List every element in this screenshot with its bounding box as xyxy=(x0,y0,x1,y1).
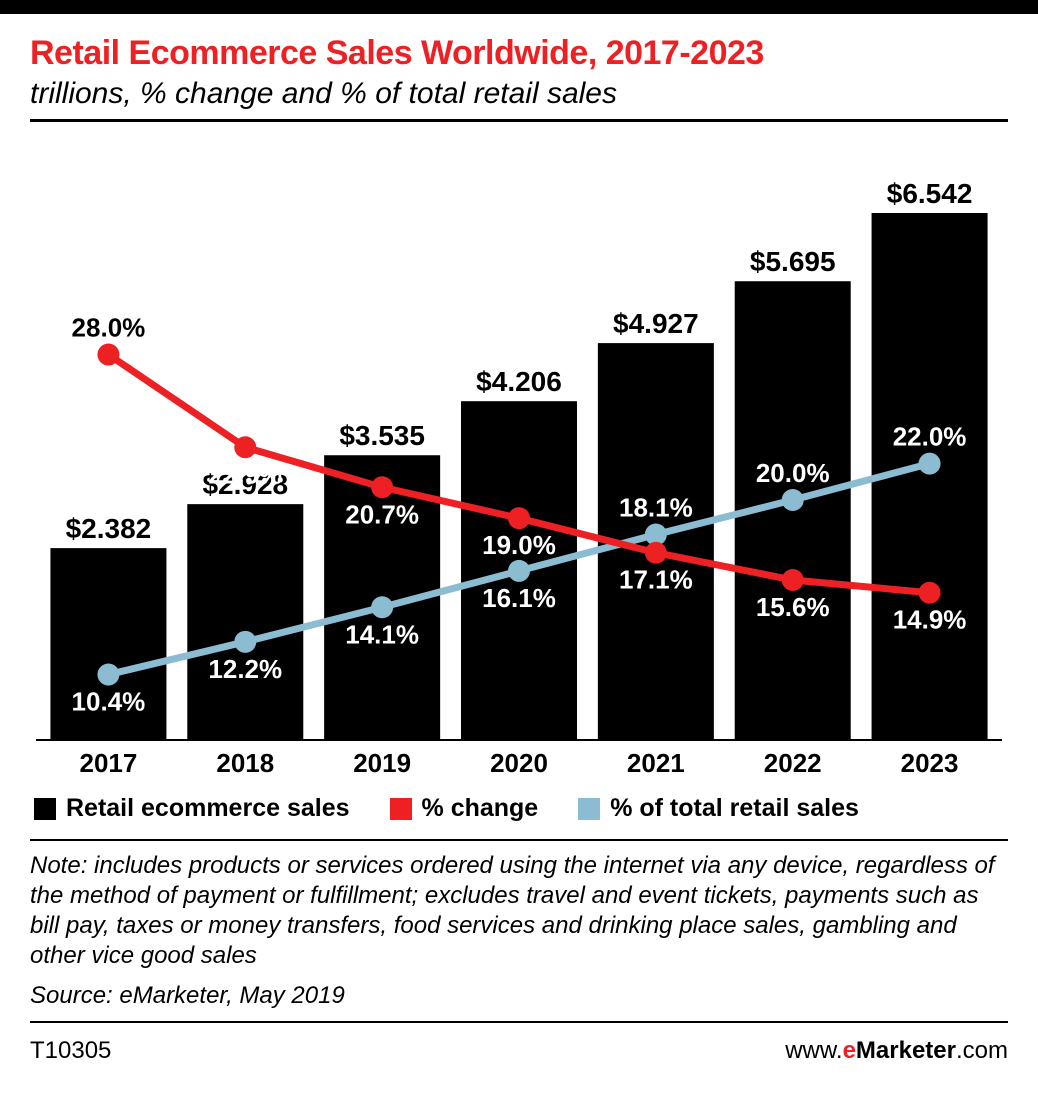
x-axis-label: 2017 xyxy=(80,748,138,778)
legend-swatch-red xyxy=(390,798,412,820)
top-bar xyxy=(0,0,1038,14)
note-rule xyxy=(30,839,1008,841)
series-label-blue: 10.4% xyxy=(72,687,146,717)
brand-m: Marketer xyxy=(856,1037,956,1064)
x-axis-label: 2023 xyxy=(901,748,959,778)
series-label-red: 14.9% xyxy=(893,605,967,635)
series-marker-blue xyxy=(508,560,530,582)
brand-suffix: .com xyxy=(956,1037,1008,1064)
chart-subtitle: trillions, % change and % of total retai… xyxy=(30,77,1008,111)
series-marker-blue xyxy=(782,489,804,511)
legend-item-blue: % of total retail sales xyxy=(578,794,859,823)
chart-plot: $2.3822017$2.9282018$3.5352019$4.2062020… xyxy=(30,140,1008,780)
title-rule xyxy=(30,119,1008,122)
legend-item-bars: Retail ecommerce sales xyxy=(34,794,350,823)
series-marker-blue xyxy=(371,596,393,618)
series-marker-red xyxy=(97,344,119,366)
legend-item-red: % change xyxy=(390,794,539,823)
footer-rule xyxy=(30,1021,1008,1023)
x-axis-label: 2021 xyxy=(627,748,685,778)
series-marker-blue xyxy=(234,631,256,653)
chart-container: Retail Ecommerce Sales Worldwide, 2017-2… xyxy=(0,34,1038,1085)
series-label-blue: 22.0% xyxy=(893,422,967,452)
series-marker-blue xyxy=(919,453,941,475)
brand-prefix: www. xyxy=(785,1037,842,1064)
chart-svg: $2.3822017$2.9282018$3.5352019$4.2062020… xyxy=(30,140,1008,780)
note-text: Note: includes products or services orde… xyxy=(30,851,1008,971)
series-label-blue: 18.1% xyxy=(619,493,693,523)
bar-value-label: $5.695 xyxy=(750,246,836,277)
x-axis-label: 2018 xyxy=(216,748,274,778)
chart-title: Retail Ecommerce Sales Worldwide, 2017-2… xyxy=(30,34,1008,73)
series-marker-red xyxy=(371,476,393,498)
x-axis-label: 2022 xyxy=(764,748,822,778)
series-label-red: 15.6% xyxy=(756,592,830,622)
chart-code: T10305 xyxy=(30,1037,111,1065)
series-label-red: 19.0% xyxy=(482,530,556,560)
series-label-blue: 12.2% xyxy=(208,654,282,684)
series-marker-red xyxy=(234,436,256,458)
bar-value-label: $2.382 xyxy=(66,513,152,544)
legend-label-red: % change xyxy=(422,794,539,823)
legend-label-blue: % of total retail sales xyxy=(610,794,859,823)
legend-swatch-bars xyxy=(34,798,56,820)
series-marker-red xyxy=(919,582,941,604)
series-marker-blue xyxy=(97,664,119,686)
footer: T10305 www.eMarketer.com xyxy=(30,1033,1008,1065)
series-label-blue: 16.1% xyxy=(482,583,556,613)
bar-value-label: $4.206 xyxy=(476,366,562,397)
series-label-red: 22.9% xyxy=(208,459,282,489)
brand-url: www.eMarketer.com xyxy=(785,1037,1008,1065)
brand-e: e xyxy=(843,1037,856,1064)
series-marker-red xyxy=(508,507,530,529)
series-label-red: 20.7% xyxy=(345,499,419,529)
legend: Retail ecommerce sales % change % of tot… xyxy=(30,794,1008,823)
legend-swatch-blue xyxy=(578,798,600,820)
bar-value-label: $4.927 xyxy=(613,308,699,339)
x-axis-label: 2020 xyxy=(490,748,548,778)
series-marker-red xyxy=(645,542,667,564)
x-axis-label: 2019 xyxy=(353,748,411,778)
series-label-red: 17.1% xyxy=(619,565,693,595)
series-marker-red xyxy=(782,569,804,591)
series-label-blue: 14.1% xyxy=(345,619,419,649)
series-label-red: 28.0% xyxy=(72,313,146,343)
source-text: Source: eMarketer, May 2019 xyxy=(30,981,1008,1011)
legend-label-bars: Retail ecommerce sales xyxy=(66,794,350,823)
bar-value-label: $6.542 xyxy=(887,178,973,209)
bar xyxy=(187,504,303,740)
bar-value-label: $3.535 xyxy=(339,420,425,451)
series-label-blue: 20.0% xyxy=(756,458,830,488)
